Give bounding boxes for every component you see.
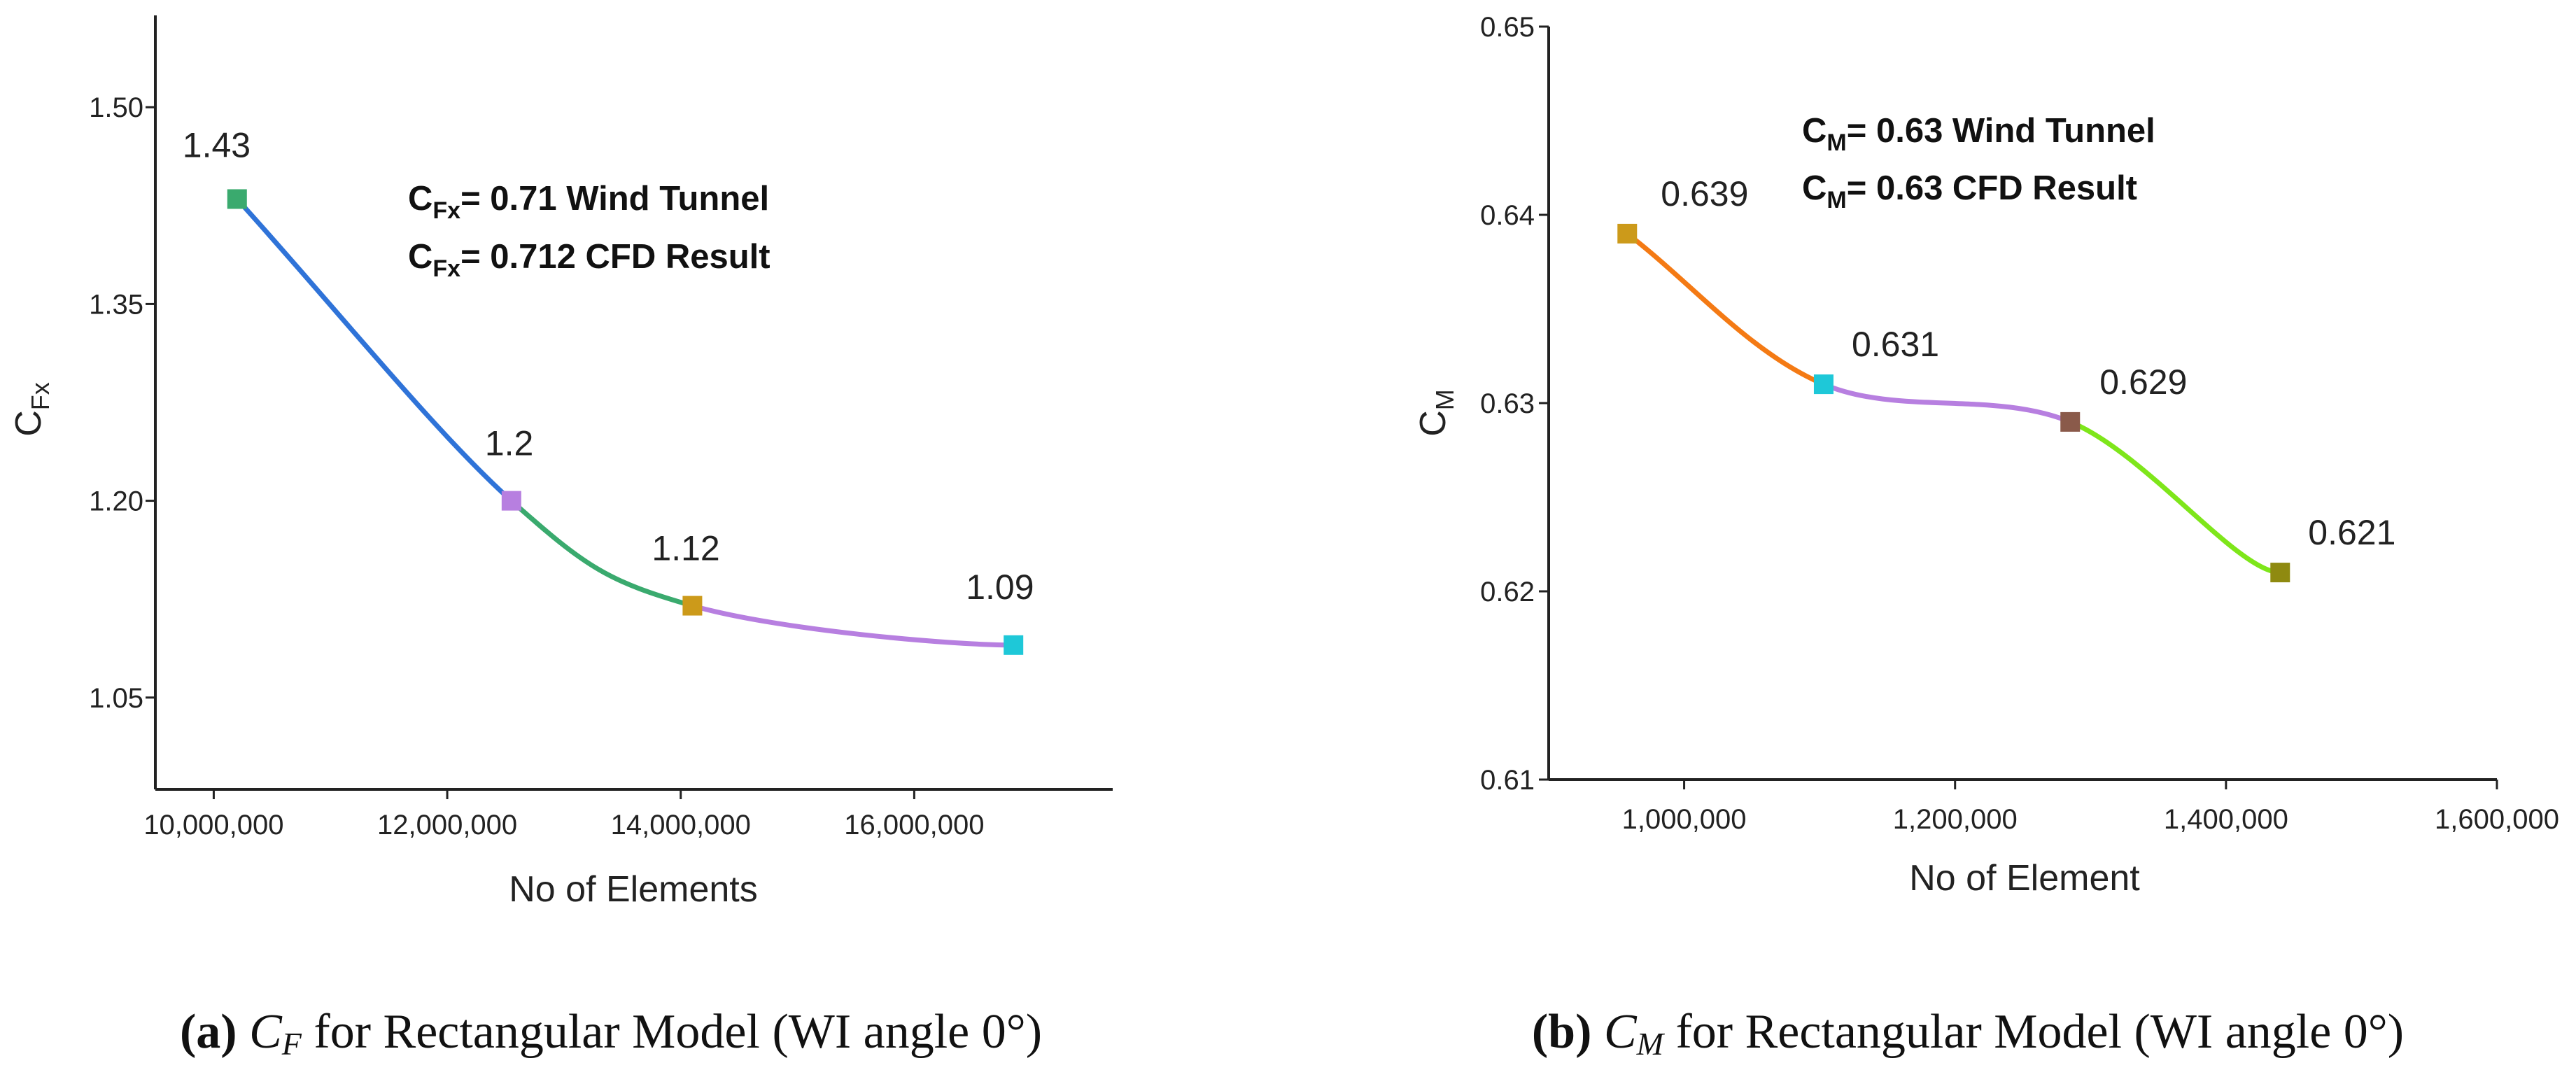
panel-a-line-segment [689, 603, 1016, 648]
panel-a-x-ticks: 10,000,000 12,000,000 14,000,000 16,000,000 [143, 789, 984, 840]
panel-a-data-point [1004, 635, 1024, 655]
panel-b-x-axis-label: No of Element [1909, 858, 2140, 899]
panel-b-data-label: 0.631 [1852, 325, 1939, 364]
panel-a-data-point [227, 189, 247, 209]
panel-b-x-tick-label: 1,600,000 [2435, 804, 2559, 835]
panel-a-data-label: 1.2 [485, 424, 534, 463]
panel-b-data-point [2060, 411, 2081, 432]
panel-a-x-tick-label: 14,000,000 [611, 810, 751, 840]
panel-b-x-tick-label: 1,200,000 [1893, 804, 2018, 835]
panel-b-line-segment [1624, 231, 1827, 387]
panel-b-data-label: 0.629 [2099, 362, 2187, 402]
panel-b-y-tick-label: 0.61 [1480, 765, 1535, 796]
panel-b-line-segment [2067, 419, 2283, 575]
panel-a-y-tick-label: 1.20 [89, 486, 143, 517]
panel-a-y-tick-label: 1.50 [89, 92, 143, 123]
panel-b-data-point [1813, 374, 1834, 395]
panel-a-data-label: 1.43 [183, 125, 251, 164]
panel-a-axes [154, 15, 1113, 791]
panel-b-data-point [1617, 223, 1638, 244]
panel-b-y-axis-label: CM [1413, 389, 1459, 437]
panel-b-data-labels: 0.639 0.631 0.629 0.621 [1661, 174, 2395, 552]
panel-a-line-segment [234, 196, 514, 504]
panel-a-y-tick-label: 1.05 [89, 683, 143, 714]
panel-a-x-axis-label: No of Elements [509, 869, 758, 910]
panel-a-data-point [501, 491, 521, 511]
panel-b-caption: (b) CM for Rectangular Model (WI angle 0… [1532, 1005, 2404, 1062]
panel-b-line-segment [1821, 381, 2073, 425]
panel-b-y-tick-label: 0.64 [1480, 200, 1535, 231]
panel-a-data-label: 1.12 [652, 529, 719, 568]
panel-a-series-line [234, 196, 1016, 648]
panel-b-x-tick-label: 1,400,000 [2164, 804, 2288, 835]
panel-b-y-tick-label: 0.65 [1480, 12, 1535, 43]
panel-a-chart: 1.05 1.20 1.35 1.50 10,000,000 12,000,000 14,… [8, 15, 1113, 1062]
panel-b-annotation-cfd-result: CM= 0.63 CFD Result [1802, 169, 2137, 213]
panel-a-data-label: 1.09 [966, 568, 1034, 607]
panel-a-annotation-wind-tunnel: CFx= 0.71 Wind Tunnel [408, 180, 769, 224]
panel-b-data-point [2270, 563, 2290, 583]
panel-b-y-tick-label: 0.62 [1480, 577, 1535, 607]
panel-b-x-tick-label: 1,000,000 [1622, 804, 1747, 835]
panel-a-series-points [227, 189, 1024, 655]
panel-b-y-tick-label: 0.63 [1480, 388, 1535, 419]
panel-b-annotation-wind-tunnel: CM= 0.63 Wind Tunnel [1802, 112, 2155, 156]
panel-a-x-tick-label: 12,000,000 [377, 810, 517, 840]
panel-a-caption: (a) CF for Rectangular Model (WI angle 0… [180, 1005, 1042, 1062]
panel-b-x-ticks: 1,000,000 1,200,000 1,400,000 1,600,000 [1622, 780, 2559, 835]
panel-a-y-tick-label: 1.35 [89, 289, 143, 320]
panel-b-y-ticks: 0.61 0.62 0.63 0.64 0.65 [1480, 12, 1549, 796]
panel-a-data-labels: 1.43 1.2 1.12 1.09 [183, 125, 1034, 606]
panel-a-x-tick-label: 10,000,000 [143, 810, 283, 840]
panel-a-y-ticks: 1.05 1.20 1.35 1.50 [89, 92, 155, 714]
panel-b-data-label: 0.639 [1661, 174, 1748, 213]
panel-a-y-axis-label: CFx [8, 382, 55, 437]
panel-b-data-label: 0.621 [2308, 513, 2395, 552]
panel-b-series-line [1624, 231, 2283, 575]
panel-a-data-point [682, 596, 703, 616]
panel-b-series-points [1617, 223, 2290, 583]
panel-b-chart: 0.610.620.630.640.65 1,000,000 1,200,000 1… [1413, 12, 2559, 1062]
panel-a-line-segment [509, 498, 695, 609]
panel-a-x-tick-label: 16,000,000 [844, 810, 984, 840]
panel-a-annotation-cfd-result: CFx= 0.712 CFD Result [408, 238, 770, 282]
